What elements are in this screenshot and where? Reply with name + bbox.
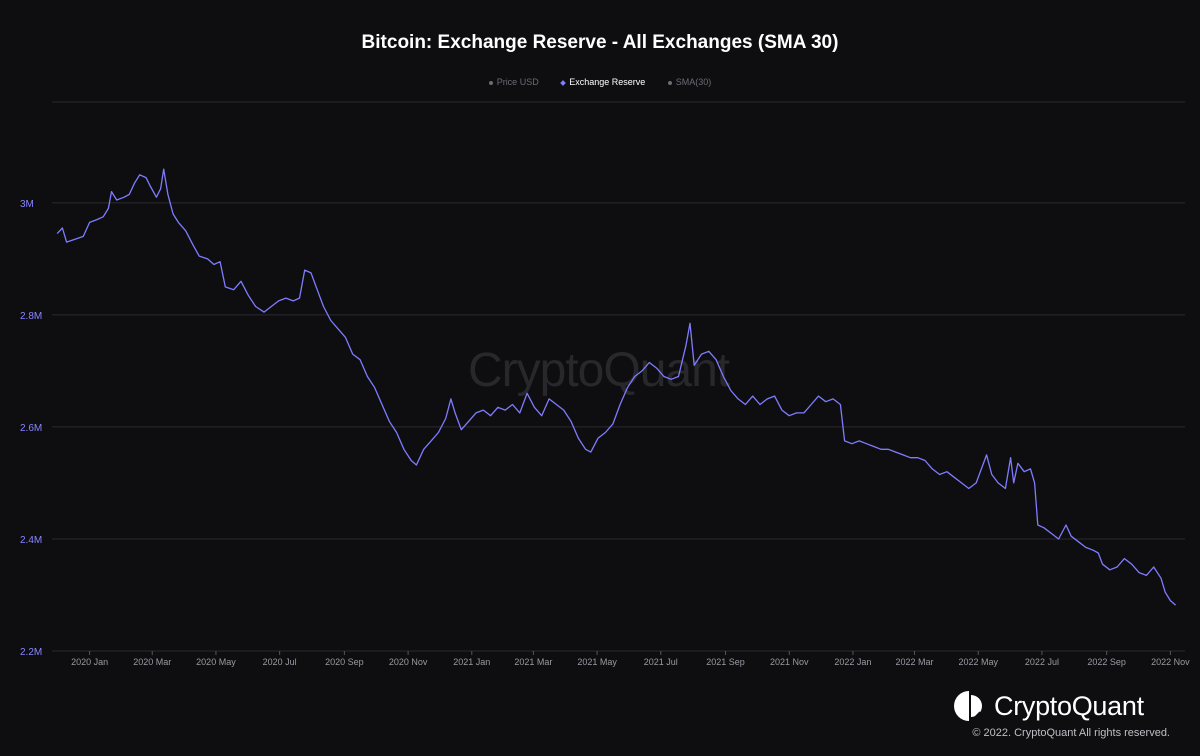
watermark: CryptoQuant	[468, 344, 730, 397]
x-axis: 2020 Jan 2020 Mar 2020 May 2020 Jul 2020 Sep…	[71, 651, 1190, 667]
x-tick-label: 2022 Jul	[1025, 657, 1059, 667]
chart-title: Bitcoin: Exchange Reserve - All Exchange…	[361, 32, 839, 53]
x-tick-label: 2020 Jan	[71, 657, 108, 667]
x-tick-label: 2021 Nov	[770, 657, 809, 667]
legend-label: SMA(30)	[675, 77, 712, 87]
cryptoquant-logo-icon	[954, 691, 985, 722]
legend-label: Exchange Reserve	[569, 77, 646, 87]
x-tick-label: 2021 Mar	[514, 657, 552, 667]
brand-logo: CryptoQuant	[952, 688, 1172, 724]
y-tick-label: 2.8M	[20, 311, 42, 322]
legend-dot-icon	[488, 80, 493, 85]
legend-item-price-usd[interactable]: Price USD	[488, 77, 539, 87]
series-line-exchange-reserve	[56, 168, 1177, 606]
y-tick-label: 2.2M	[20, 647, 42, 658]
x-tick-label: 2020 Mar	[133, 657, 171, 667]
brand-name: CryptoQuant	[994, 690, 1144, 721]
x-tick-label: 2020 May	[196, 657, 236, 667]
chart-legend: Price USD Exchange Reserve SMA(30)	[0, 77, 1200, 87]
x-tick-label: 2022 May	[958, 657, 998, 667]
y-tick-label: 2.6M	[20, 423, 42, 434]
series-layer	[56, 168, 1177, 606]
x-tick-label: 2021 Jan	[453, 657, 490, 667]
x-tick-label: 2022 Nov	[1151, 657, 1190, 667]
x-tick-label: 2020 Sep	[325, 657, 364, 667]
legend-dot-icon	[667, 80, 672, 85]
x-tick-label: 2020 Jul	[263, 657, 297, 667]
copyright-text: © 2022. CryptoQuant All rights reserved.	[972, 727, 1170, 739]
x-tick-label: 2021 Jul	[644, 657, 678, 667]
x-tick-label: 2020 Nov	[389, 657, 428, 667]
x-tick-label: 2022 Sep	[1087, 657, 1126, 667]
y-tick-label: 3M	[20, 199, 34, 210]
x-tick-label: 2021 May	[577, 657, 617, 667]
grid-lines	[52, 101, 1185, 652]
x-tick-label: 2022 Jan	[834, 657, 871, 667]
legend-item-exchange-reserve[interactable]: Exchange Reserve	[560, 77, 646, 87]
legend-label: Price USD	[496, 77, 539, 87]
y-axis: 2.2M 2.4M 2.6M 2.8M 3M	[20, 199, 42, 658]
legend-item-sma30[interactable]: SMA(30)	[667, 77, 712, 87]
x-tick-label: 2021 Sep	[706, 657, 745, 667]
y-tick-label: 2.4M	[20, 535, 42, 546]
x-tick-label: 2022 Mar	[896, 657, 934, 667]
